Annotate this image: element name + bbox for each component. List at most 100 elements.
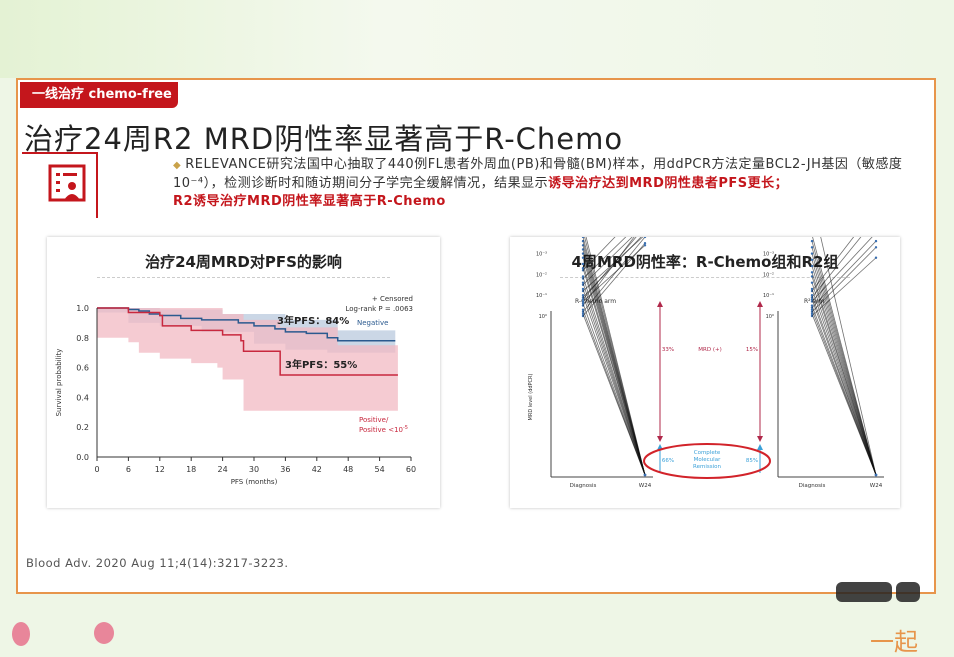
y-tick-label: 1.0: [76, 304, 89, 313]
diagnosis-point: [581, 287, 585, 291]
diagnosis-point: [581, 294, 585, 297]
y-tick-label: 0.8: [76, 334, 89, 343]
patient-line: [582, 237, 644, 292]
cmr-label: Complete: [694, 450, 721, 456]
chart-title: 4周MRD阴性率：R-Chemo组和R2组: [571, 253, 839, 271]
divider: [560, 277, 850, 278]
y-tick-label: 0.6: [76, 364, 89, 373]
x-tick-label: 18: [186, 465, 196, 474]
w24-point: [874, 256, 878, 259]
w24-point: [874, 239, 878, 243]
mrd-positive-label: MRD (+): [698, 347, 721, 353]
x-tick-label: 48: [343, 465, 353, 474]
patient-line: [582, 237, 633, 286]
diagnosis-point: [581, 298, 585, 301]
video-control-button[interactable]: [836, 582, 892, 602]
diagnosis-point: [581, 308, 585, 311]
logo-calligraphy: 一起: [870, 628, 918, 656]
bullet-body: RELEVANCE研究法国中心抽取了440例FL患者外周血(PB)和骨髓(BM)…: [173, 157, 903, 191]
flower-decoration: [94, 622, 114, 644]
diagnosis-point: [581, 302, 585, 305]
y-tick-label: 10⁻²: [536, 272, 547, 278]
x-tick-label: Diagnosis: [799, 483, 826, 489]
patient-line: [582, 303, 646, 476]
x-tick-label: Diagnosis: [570, 483, 597, 489]
slide-title: 治疗24周R2 MRD阴性率显著高于R-Chemo: [24, 122, 624, 156]
diagnosis-point: [581, 312, 585, 316]
y-tick-label: 10⁰: [766, 314, 774, 320]
w24-point: [643, 244, 647, 247]
patient-line: [582, 237, 616, 271]
x-tick-label: 36: [280, 465, 290, 474]
cmr-rate: 66%: [662, 458, 674, 464]
y-tick-label: 10⁻¹: [536, 293, 547, 299]
legend-positive: Positive/: [359, 416, 389, 424]
pfs-annotation-positive: 3年PFS：55%: [285, 358, 357, 371]
diagnosis-point: [581, 266, 585, 270]
diagnosis-point: [810, 252, 814, 255]
section-tag: 一线治疗 chemo-free: [20, 82, 178, 108]
w24-point: [643, 237, 647, 239]
background-top: [0, 0, 954, 78]
x-tick-label: 0: [94, 465, 99, 474]
x-tick-label: 30: [249, 465, 259, 474]
patient-line: [820, 237, 877, 476]
pfs-annotation-negative: 3年PFS：84%: [277, 314, 349, 327]
x-tick-label: 42: [312, 465, 322, 474]
chart-title: 治疗24周MRD对PFS的影响: [145, 253, 342, 271]
diagnosis-point: [581, 262, 585, 266]
video-settings-button[interactable]: [896, 582, 920, 602]
x-tick-label: 60: [406, 465, 416, 474]
survival-curve: [97, 307, 396, 342]
citation: Blood Adv. 2020 Aug 11;4(14):3217-3223.: [26, 556, 289, 570]
document-person-icon: [22, 152, 98, 218]
patient-line: [582, 237, 627, 279]
logrank-p: Log-rank P = .0063: [346, 305, 414, 313]
pfs-chart-card: 治疗24周MRD对PFS的影响 0 6 12 18 24 30 36 42 48 54 60 0.0 0…: [47, 237, 440, 508]
flower-decoration: [12, 622, 30, 646]
y-axis-label: MRD level (ddPCR): [528, 373, 534, 420]
x-tick-label: 54: [375, 465, 385, 474]
diagnosis-point: [810, 287, 814, 291]
diagnosis-point: [810, 258, 814, 262]
diagnosis-point: [581, 275, 585, 278]
diagnosis-point: [581, 281, 585, 284]
bullet-icon: ◆: [173, 160, 182, 171]
x-tick-label: W24: [870, 483, 883, 489]
w24-point: [874, 473, 878, 477]
w24-point: [874, 246, 878, 249]
diagnosis-point: [810, 304, 814, 307]
y-tick-label: 10⁻³: [763, 252, 774, 258]
y-tick-label: 10⁻¹: [763, 293, 774, 299]
y-tick-label: 0.0: [76, 453, 89, 462]
survival-curve: [97, 307, 398, 376]
x-axis-label: PFS (months): [231, 478, 278, 486]
mrd-positive-rate: 15%: [746, 347, 758, 353]
diagnosis-point: [810, 275, 814, 278]
x-tick-label: W24: [639, 483, 652, 489]
y-tick-label: 0.2: [76, 423, 89, 432]
diagnosis-point: [810, 246, 814, 249]
cmr-rate: 85%: [746, 458, 758, 464]
diagnosis-point: [810, 281, 814, 284]
legend-positive-threshold: Positive <10-5: [359, 425, 408, 434]
w24-point: [643, 473, 647, 477]
diagnosis-point: [810, 312, 814, 316]
mrd-chart-card: 4周MRD阴性率：R-Chemo组和R2组 10⁰ 10⁻¹ 10⁻² 10⁻³ 10⁻…: [510, 237, 900, 508]
x-tick-label: 12: [155, 465, 165, 474]
patient-line: [582, 244, 646, 302]
km-plot: 0 6 12 18 24 30 36 42 48 54 60 0.0 0.2 0.4 0.6 0.8 1.0 PF…: [55, 295, 416, 486]
diagnosis-point: [581, 300, 585, 303]
x-tick-label: 6: [126, 465, 131, 474]
diagnosis-point: [810, 239, 814, 243]
diagnosis-point: [810, 271, 814, 274]
patient-line: [812, 237, 877, 476]
x-tick-label: 24: [218, 465, 228, 474]
y-tick-label: 10⁰: [539, 314, 547, 320]
diagnosis-point: [810, 308, 814, 311]
y-tick-label: 0.4: [76, 393, 89, 402]
patient-line: [585, 237, 646, 476]
cmr-label: Remission: [693, 464, 721, 470]
mrd-positive-rate: 33%: [662, 347, 674, 353]
